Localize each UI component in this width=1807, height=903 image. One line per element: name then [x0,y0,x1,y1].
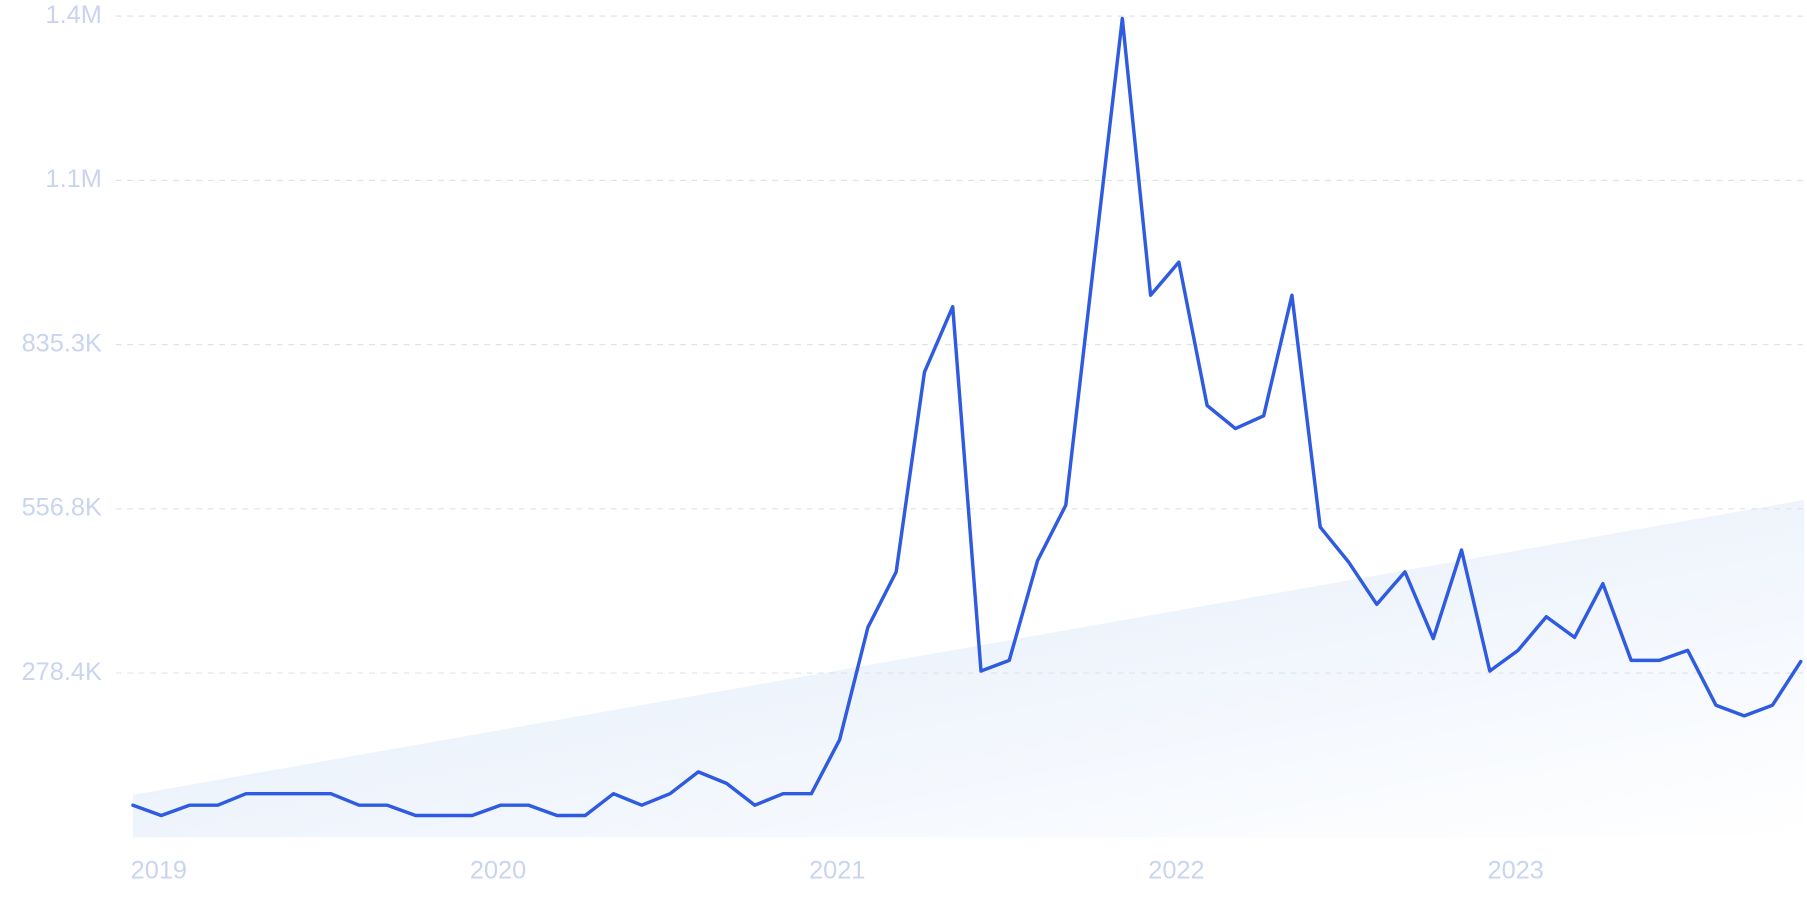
y-tick-label: 835.3K [22,329,102,357]
x-tick-label: 2021 [809,857,865,885]
series-line [131,16,1803,818]
y-tick-label: 1.4M [46,1,102,29]
y-tick-label: 278.4K [22,658,102,686]
trend-area [132,499,1805,838]
x-tick-label: 2020 [470,857,526,885]
x-tick-label: 2022 [1148,857,1204,885]
y-tick-label: 1.1M [46,165,102,193]
x-tick-label: 2019 [131,857,187,885]
y-tick-label: 556.8K [22,494,102,522]
x-tick-label: 2023 [1487,857,1543,885]
